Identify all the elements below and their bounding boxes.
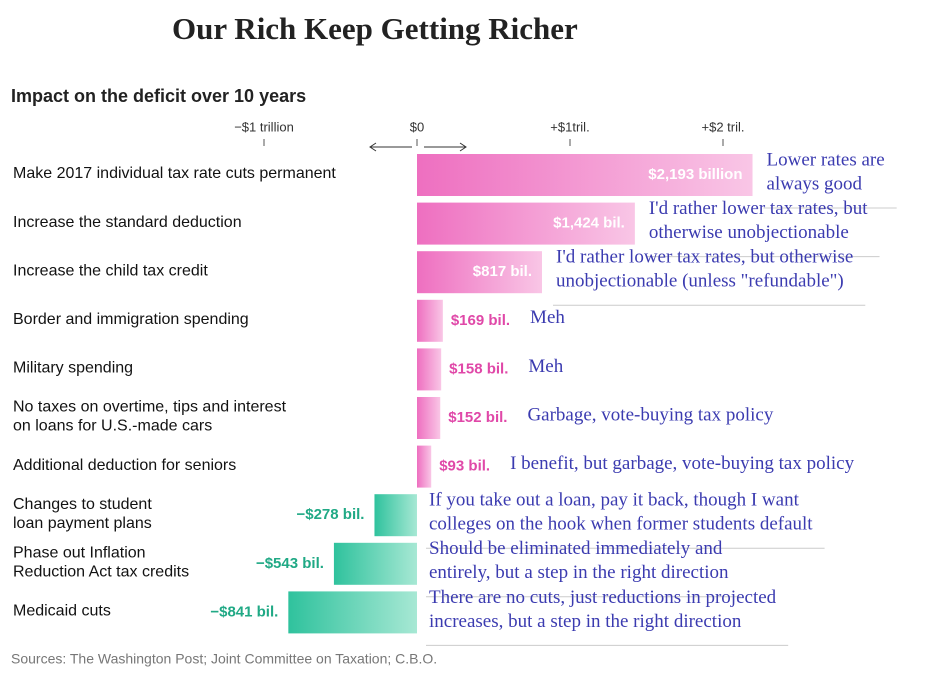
value-label: $2,193 billion bbox=[648, 166, 742, 183]
category-label: Increase the standard deduction bbox=[13, 214, 242, 231]
annotation: increases, but a step in the right direc… bbox=[429, 611, 742, 632]
category-label: on loans for U.S.-made cars bbox=[13, 418, 212, 435]
annotation: Garbage, vote-buying tax policy bbox=[527, 404, 773, 425]
annotation: If you take out a loan, pay it back, tho… bbox=[429, 490, 800, 511]
x-tick-label: +$2 tril. bbox=[702, 119, 745, 134]
value-label: −$841 bil. bbox=[210, 603, 278, 620]
annotation: Meh bbox=[530, 307, 565, 328]
bar bbox=[417, 251, 543, 294]
value-label: $817 bil. bbox=[473, 263, 532, 280]
value-label: $158 bil. bbox=[449, 360, 508, 377]
direction-arrows bbox=[369, 142, 467, 152]
bar bbox=[417, 397, 441, 439]
x-tick-label: +$1tril. bbox=[550, 119, 589, 134]
category-label: Border and immigration spending bbox=[13, 311, 249, 328]
value-label: $1,424 bil. bbox=[553, 215, 625, 232]
annotation: always good bbox=[767, 173, 863, 194]
chart-subtitle: Impact on the deficit over 10 years bbox=[11, 86, 306, 106]
category-label: Make 2017 individual tax rate cuts perma… bbox=[13, 165, 336, 182]
bar bbox=[417, 202, 635, 245]
x-tick-label: −$1 trillion bbox=[234, 119, 294, 134]
annotation: otherwise unobjectionable bbox=[649, 222, 849, 243]
bar bbox=[288, 591, 417, 634]
category-label: Phase out Inflation bbox=[13, 545, 146, 562]
annotation: Lower rates are bbox=[767, 149, 885, 170]
annotation: There are no cuts, just reductions in pr… bbox=[429, 587, 777, 608]
source-note: Sources: The Washington Post; Joint Comm… bbox=[11, 651, 437, 667]
value-label: −$278 bil. bbox=[296, 506, 364, 523]
annotation: unobjectionable (unless "refundable") bbox=[556, 271, 844, 292]
annotation: I'd rather lower tax rates, but bbox=[649, 198, 868, 219]
annotation: I benefit, but garbage, vote-buying tax … bbox=[510, 453, 855, 474]
category-label: Reduction Act tax credits bbox=[13, 564, 189, 581]
category-label: Increase the child tax credit bbox=[13, 262, 208, 279]
bar bbox=[417, 348, 442, 391]
annotation: Meh bbox=[528, 356, 563, 377]
annotation: Should be eliminated immediately and bbox=[429, 538, 723, 559]
bar bbox=[417, 299, 443, 342]
category-label: Medicaid cuts bbox=[13, 603, 111, 620]
value-label: −$543 bil. bbox=[256, 555, 324, 572]
chart-title: Our Rich Keep Getting Richer bbox=[172, 11, 578, 46]
annotation: entirely, but a step in the right direct… bbox=[429, 562, 729, 583]
annotation: colleges on the hook when former student… bbox=[429, 514, 813, 535]
category-label: No taxes on overtime, tips and interest bbox=[13, 399, 287, 416]
category-label: loan payment plans bbox=[13, 515, 152, 532]
value-label: $152 bil. bbox=[448, 409, 507, 426]
x-tick-label: $0 bbox=[410, 119, 424, 134]
bar bbox=[333, 542, 417, 585]
bar bbox=[417, 154, 753, 196]
category-label: Additional deduction for seniors bbox=[13, 457, 236, 474]
bar bbox=[417, 445, 432, 488]
value-label: $93 bil. bbox=[439, 458, 490, 475]
category-label: Changes to student bbox=[13, 496, 152, 513]
value-label: $169 bil. bbox=[451, 312, 510, 329]
category-label: Military spending bbox=[13, 360, 133, 377]
annotation: I'd rather lower tax rates, but otherwis… bbox=[556, 247, 853, 268]
bar bbox=[374, 494, 417, 537]
